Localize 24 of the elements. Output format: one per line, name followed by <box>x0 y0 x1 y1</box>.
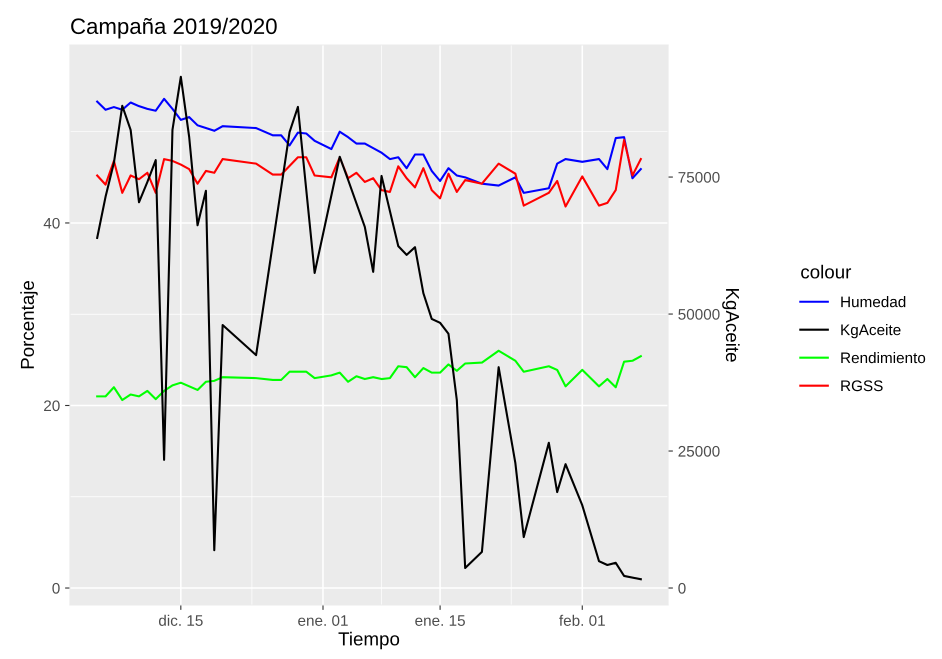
y2-axis-title: KgAceite <box>722 289 740 362</box>
legend-label: Rendimiento <box>841 352 926 364</box>
x-tick-label: ene. 15 <box>415 615 465 626</box>
y2-tick-label: 75000 <box>678 172 720 183</box>
line-series <box>96 138 642 208</box>
x-tick-label: ene. 01 <box>298 615 348 626</box>
y-tick-label: 40 <box>44 218 60 229</box>
chart-title: Campaña 2019/2020 <box>71 18 277 38</box>
line-series <box>96 350 642 402</box>
y2-tick-label: 50000 <box>678 308 720 320</box>
legend-title: colour <box>801 264 852 279</box>
legend-label: Humedad <box>841 296 906 308</box>
y2-tick-label: 25000 <box>678 446 720 457</box>
x-axis-title: Tiempo <box>338 632 400 650</box>
line-series <box>96 98 642 194</box>
y2-tick-label: 0 <box>678 582 686 594</box>
legend-label: KgAceite <box>841 324 901 338</box>
x-tick-label: dic. 15 <box>158 614 203 626</box>
line-series <box>96 76 642 580</box>
y-axis-title: Porcentaje <box>20 281 38 368</box>
y-tick-label: 0 <box>52 582 60 594</box>
legend-label: RGSS <box>841 380 883 392</box>
x-tick-label: feb. 01 <box>559 614 605 626</box>
y-tick-label: 20 <box>44 400 60 412</box>
